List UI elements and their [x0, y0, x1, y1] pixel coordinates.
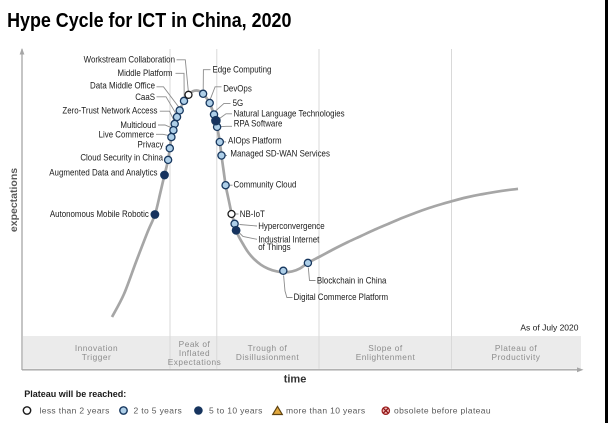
svg-text:Managed SD-WAN Services: Managed SD-WAN Services: [230, 148, 330, 159]
svg-text:Edge Computing: Edge Computing: [213, 64, 272, 75]
svg-text:Productivity: Productivity: [492, 352, 541, 362]
svg-text:Data Middle Office: Data Middle Office: [90, 80, 155, 91]
svg-text:Workstream Collaboration: Workstream Collaboration: [84, 54, 176, 65]
svg-text:expectations: expectations: [8, 168, 20, 232]
svg-text:Cloud Security in China: Cloud Security in China: [80, 152, 163, 163]
svg-text:Trough of: Trough of: [248, 343, 288, 353]
svg-text:As of July 2020: As of July 2020: [520, 323, 578, 333]
svg-text:Live Commerce: Live Commerce: [99, 129, 155, 140]
svg-text:less than 2 years: less than 2 years: [40, 406, 110, 416]
svg-text:RPA Software: RPA Software: [234, 118, 283, 129]
svg-text:Enlightenment: Enlightenment: [356, 352, 416, 362]
svg-text:Industrial Internet: Industrial Internet: [258, 234, 320, 245]
svg-text:DevOps: DevOps: [223, 83, 252, 94]
svg-text:of Things: of Things: [258, 241, 290, 252]
svg-text:Peak of: Peak of: [179, 339, 211, 349]
svg-text:Slope of: Slope of: [368, 343, 403, 353]
svg-text:Disillusionment: Disillusionment: [236, 352, 299, 362]
svg-text:Blockchain in China: Blockchain in China: [317, 275, 387, 286]
svg-text:Multicloud: Multicloud: [120, 119, 156, 130]
svg-text:Natural Language Technologies: Natural Language Technologies: [233, 108, 344, 119]
svg-text:Trigger: Trigger: [82, 352, 111, 362]
svg-text:Plateau will be reached:: Plateau will be reached:: [24, 389, 126, 399]
svg-text:Community Cloud: Community Cloud: [233, 179, 296, 190]
svg-text:AIOps Platform: AIOps Platform: [228, 135, 282, 146]
svg-text:Zero-Trust Network Access: Zero-Trust Network Access: [62, 105, 157, 116]
svg-text:CaaS: CaaS: [135, 92, 155, 103]
svg-text:Privacy: Privacy: [138, 139, 165, 150]
svg-text:NB-IoT: NB-IoT: [240, 208, 265, 219]
svg-text:Plateau of: Plateau of: [495, 343, 538, 353]
svg-text:5G: 5G: [233, 97, 244, 108]
svg-text:Digital Commerce Platform: Digital Commerce Platform: [294, 291, 389, 302]
svg-text:Expectations: Expectations: [168, 357, 222, 367]
svg-text:Middle Platform: Middle Platform: [118, 67, 173, 78]
svg-text:Autonomous Mobile Robotic: Autonomous Mobile Robotic: [50, 209, 150, 220]
svg-text:Hyperconvergence: Hyperconvergence: [258, 221, 325, 232]
svg-text:5 to 10 years: 5 to 10 years: [209, 406, 263, 416]
svg-text:2 to 5 years: 2 to 5 years: [134, 406, 183, 416]
svg-text:Augmented Data and Analytics: Augmented Data and Analytics: [49, 167, 157, 178]
svg-text:time: time: [284, 373, 307, 385]
svg-text:Innovation: Innovation: [75, 343, 118, 353]
svg-text:obsolete before plateau: obsolete before plateau: [394, 406, 491, 416]
svg-text:Inflated: Inflated: [179, 348, 210, 358]
svg-text:more than 10 years: more than 10 years: [286, 406, 366, 416]
svg-text:Hype Cycle for ICT in China, 2: Hype Cycle for ICT in China, 2020: [7, 10, 291, 32]
